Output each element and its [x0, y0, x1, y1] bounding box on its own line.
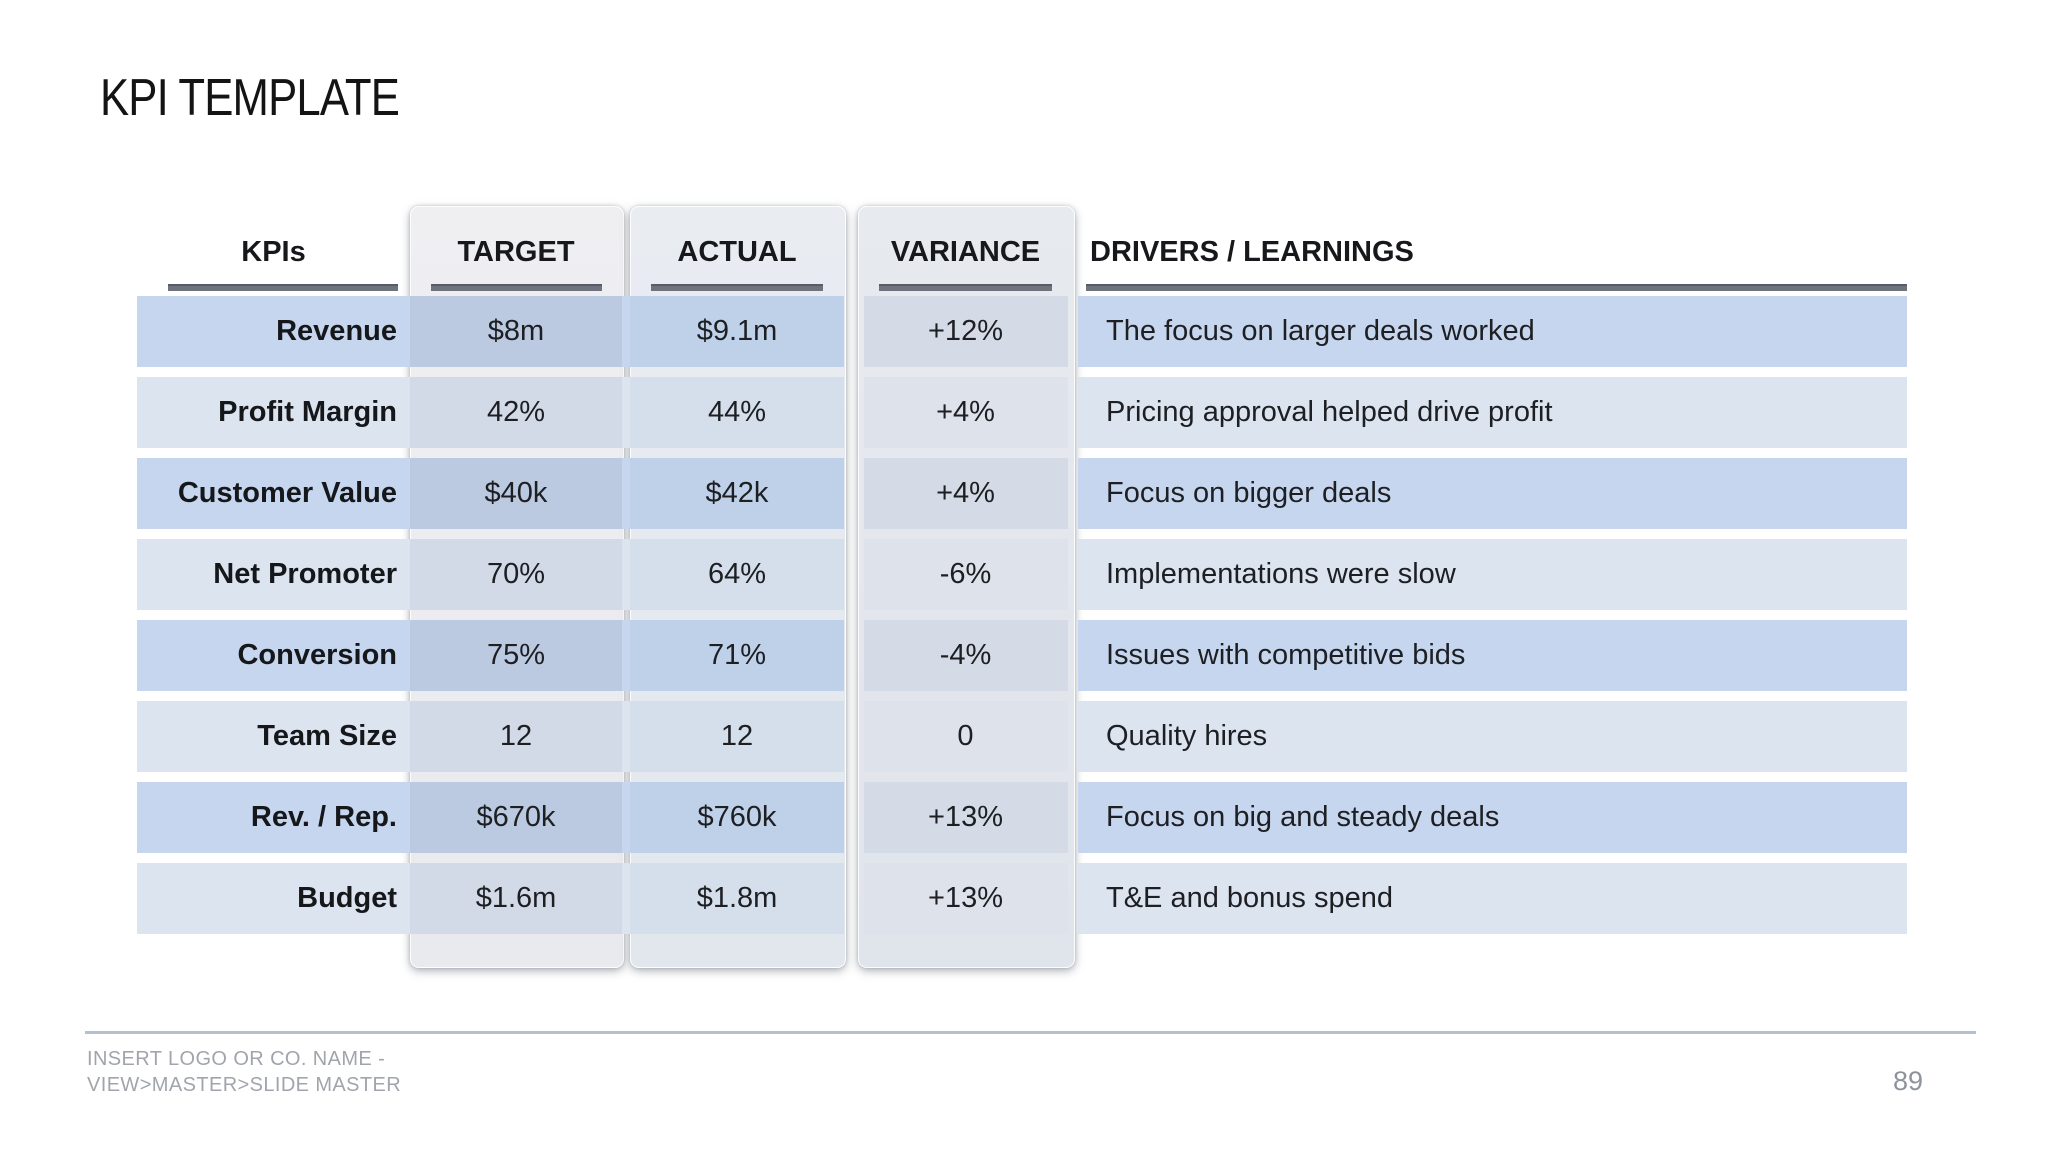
row-band-driver [1078, 701, 1907, 772]
row-band-actual [630, 539, 844, 610]
variance-cell: +4% [936, 477, 995, 509]
row-band-variance [864, 539, 1068, 610]
row-band-variance [864, 782, 1068, 853]
footer-line-1: INSERT LOGO OR CO. NAME - [87, 1048, 386, 1070]
actual-cell: 64% [707, 558, 767, 590]
kpi-cell: Rev. / Rep. [250, 801, 397, 833]
actual-cell: $42k [705, 477, 769, 509]
row-band-actual [630, 782, 844, 853]
row-band [137, 539, 634, 610]
kpi-cell: Conversion [237, 639, 397, 671]
kpi-cell: Team Size [257, 720, 397, 752]
row-band-variance [864, 701, 1068, 772]
row-band-driver [1078, 377, 1907, 448]
actual-cell: 71% [707, 639, 767, 671]
variance-cell: 0 [957, 720, 974, 752]
row-band [137, 863, 634, 934]
driver-cell: Pricing approval helped drive profit [1106, 396, 1553, 428]
actual-cell: 44% [707, 396, 767, 428]
row-band-driver [1078, 296, 1907, 367]
table-row: Rev. / Rep. $670k $760k +13% Focus on bi… [0, 782, 2048, 853]
kpi-cell: Budget [297, 882, 397, 914]
kpi-cell: Customer Value [177, 477, 397, 509]
target-cell: $670k [476, 801, 556, 833]
header-rule-kpis [168, 284, 398, 291]
row-band-driver [1078, 539, 1907, 610]
target-cell: 42% [486, 396, 546, 428]
kpi-cell: Net Promoter [213, 558, 397, 590]
table-row: Budget $1.6m $1.8m +13% T&E and bonus sp… [0, 863, 2048, 934]
kpi-cell: Revenue [276, 315, 397, 347]
driver-cell: Issues with competitive bids [1106, 639, 1466, 671]
header-drivers: DRIVERS / LEARNINGS [1090, 236, 1414, 268]
actual-cell: $9.1m [696, 315, 778, 347]
target-cell: $8m [487, 315, 545, 347]
header-actual: ACTUAL [677, 236, 797, 268]
row-band [137, 296, 634, 367]
table-row: Team Size 12 12 0 Quality hires [0, 701, 2048, 772]
row-band [137, 701, 634, 772]
variance-cell: +4% [936, 396, 995, 428]
target-cell: 70% [486, 558, 546, 590]
header-target: TARGET [457, 236, 575, 268]
table-row: Customer Value $40k $42k +4% Focus on bi… [0, 458, 2048, 529]
row-band [137, 458, 634, 529]
variance-cell: +12% [928, 315, 1003, 347]
driver-cell: The focus on larger deals worked [1106, 315, 1535, 347]
header-rule-actual [651, 284, 823, 291]
variance-cell: -4% [939, 639, 992, 671]
header-variance: VARIANCE [890, 236, 1041, 268]
variance-cell: +13% [928, 882, 1003, 914]
row-band-actual [630, 701, 844, 772]
driver-cell: Implementations were slow [1106, 558, 1456, 590]
row-band-actual [630, 863, 844, 934]
row-band-variance [864, 863, 1068, 934]
table-row: Conversion 75% 71% -4% Issues with compe… [0, 620, 2048, 691]
row-band-variance [864, 377, 1068, 448]
driver-cell: Focus on big and steady deals [1106, 801, 1500, 833]
actual-cell: $1.8m [696, 882, 778, 914]
table-header: KPIs TARGET ACTUAL VARIANCE DRIVERS / LE… [0, 0, 2048, 300]
target-cell: 75% [486, 639, 546, 671]
target-cell: $40k [484, 477, 548, 509]
slide-title: KPI TEMPLATE [100, 69, 400, 127]
actual-cell: 12 [720, 720, 754, 752]
header-kpis: KPIs [241, 236, 306, 268]
target-cell: $1.6m [475, 882, 557, 914]
table-row: Profit Margin 42% 44% +4% Pricing approv… [0, 377, 2048, 448]
table-row: Net Promoter 70% 64% -6% Implementations… [0, 539, 2048, 610]
row-band-driver [1078, 863, 1907, 934]
row-band-actual [630, 377, 844, 448]
driver-cell: T&E and bonus spend [1106, 882, 1393, 914]
row-band-variance [864, 458, 1068, 529]
row-band-driver [1078, 620, 1907, 691]
row-band-driver [1078, 782, 1907, 853]
row-band-variance [864, 296, 1068, 367]
row-band [137, 620, 634, 691]
footer-placeholder-text: INSERT LOGO OR CO. NAME - VIEW>MASTER>SL… [87, 1046, 401, 1098]
row-band [137, 782, 634, 853]
footer-divider [85, 1031, 1976, 1034]
header-rule-variance [879, 284, 1052, 291]
variance-cell: +13% [928, 801, 1003, 833]
header-rule-target [431, 284, 602, 291]
row-band [137, 377, 634, 448]
actual-cell: $760k [697, 801, 777, 833]
target-cell: 12 [499, 720, 533, 752]
header-rule-drivers [1086, 284, 1907, 291]
variance-cell: -6% [939, 558, 992, 590]
driver-cell: Focus on bigger deals [1106, 477, 1392, 509]
kpi-cell: Profit Margin [218, 396, 397, 428]
row-band-variance [864, 620, 1068, 691]
row-band-actual [630, 458, 844, 529]
page-number: 89 [1892, 1066, 1924, 1096]
row-band-actual [630, 296, 844, 367]
row-band-driver [1078, 458, 1907, 529]
row-band-actual [630, 620, 844, 691]
driver-cell: Quality hires [1106, 720, 1268, 752]
table-row: Revenue $8m $9.1m +12% The focus on larg… [0, 296, 2048, 367]
footer-line-2: VIEW>MASTER>SLIDE MASTER [87, 1074, 402, 1096]
